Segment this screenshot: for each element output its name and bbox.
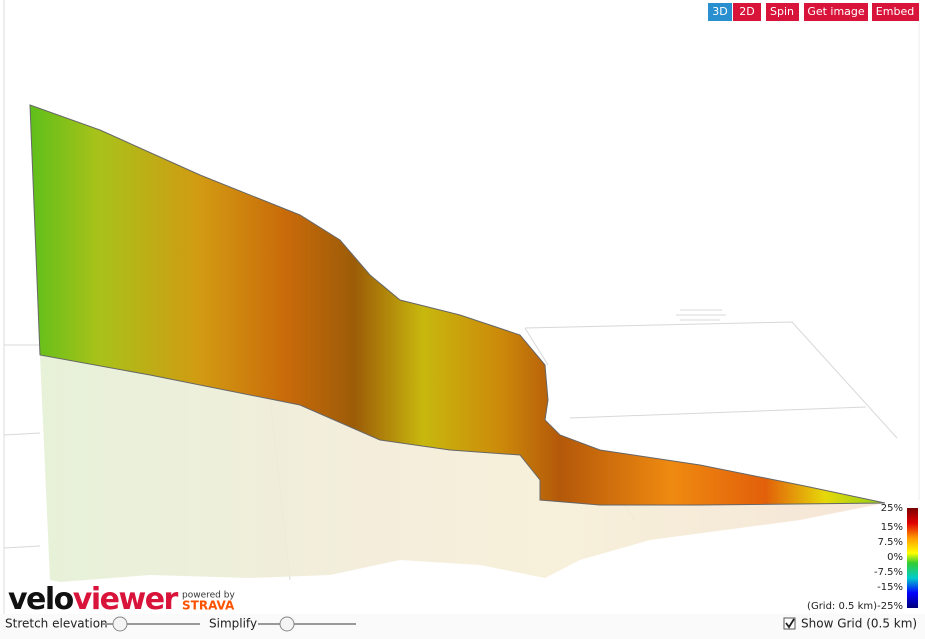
toolbar: 3D 2D Spin Get image Embed <box>708 3 919 21</box>
button[interactable] <box>872 3 919 21</box>
slider-knob[interactable] <box>112 616 128 632</box>
button-label[interactable]: Spin <box>770 5 794 18</box>
control-label: Simplify <box>209 617 257 631</box>
powered-by: powered by <box>182 591 235 601</box>
button[interactable] <box>766 3 799 21</box>
control-bar <box>0 614 925 639</box>
grid-note: (Grid: 0.5 km) <box>807 601 877 612</box>
legend-label: -25% <box>877 601 903 612</box>
strava: STRAVA <box>182 599 235 613</box>
button-label[interactable]: Get image <box>807 5 865 18</box>
legend-label: -7.5% <box>874 567 903 578</box>
gradient-scale <box>907 508 918 608</box>
checkmark <box>785 618 795 629</box>
button[interactable] <box>733 3 761 21</box>
legend: 25% 15% 7.5% 0% -7.5% -15% -25% (Grid: 0… <box>807 503 903 612</box>
button-label[interactable]: Embed <box>876 5 914 18</box>
button[interactable] <box>804 3 868 21</box>
legend-label: 15% <box>881 522 903 533</box>
elevation-wall <box>29 104 886 506</box>
slider-knob[interactable] <box>279 616 295 632</box>
button-label[interactable]: 3D <box>712 5 727 18</box>
logo: veloviewer <box>8 582 179 617</box>
checkbox[interactable] <box>783 617 796 630</box>
button[interactable] <box>708 3 732 21</box>
legend-label: -15% <box>877 582 903 593</box>
control-label[interactable]: Show Grid (0.5 km) <box>801 617 917 631</box>
button-label[interactable]: 2D <box>739 5 754 18</box>
legend-label: 0% <box>887 552 903 563</box>
logo-part: velo <box>8 582 74 617</box>
logo-part: viewer <box>73 582 179 617</box>
legend-label: 25% <box>881 503 903 514</box>
reflection <box>40 355 885 582</box>
legend-label: 7.5% <box>878 537 903 548</box>
control-label: Stretch elevation <box>5 617 108 631</box>
